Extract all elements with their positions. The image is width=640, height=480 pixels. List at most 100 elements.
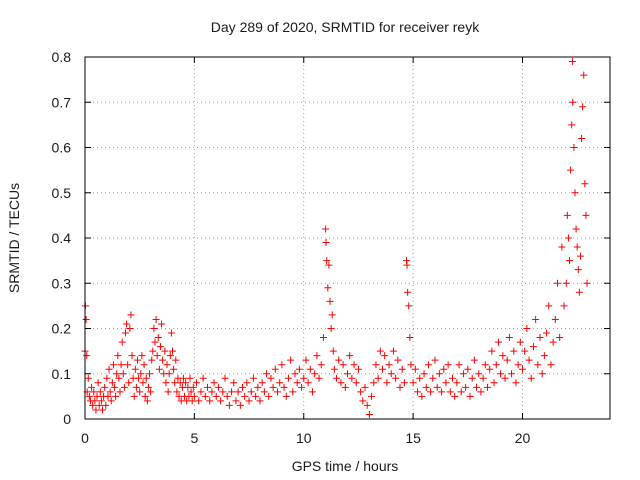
data-point [97, 397, 105, 405]
data-point [289, 388, 297, 396]
data-point [267, 374, 275, 382]
data-point [304, 379, 312, 387]
data-point [137, 370, 145, 378]
data-point [210, 379, 218, 387]
data-point [449, 374, 456, 382]
data-point [103, 374, 111, 382]
data-point [473, 383, 481, 391]
data-point [503, 356, 511, 364]
data-point [172, 356, 180, 364]
data-point [383, 379, 391, 387]
data-point [563, 211, 571, 219]
data-point [111, 383, 119, 391]
data-point [514, 361, 522, 369]
data-point [484, 383, 491, 391]
data-point [193, 379, 201, 387]
data-point [346, 352, 354, 360]
data-point [217, 397, 225, 405]
data-point [519, 365, 526, 373]
data-point [112, 392, 120, 400]
data-point [549, 338, 557, 346]
data-point [411, 365, 419, 373]
data-point [440, 365, 448, 373]
data-point [330, 365, 338, 373]
y-axis-label: SRMTID / TECUs [6, 183, 22, 293]
data-point [564, 234, 572, 242]
data-point [322, 225, 330, 233]
data-point [475, 370, 483, 378]
data-point [206, 397, 214, 405]
data-point [165, 370, 173, 378]
data-point [152, 315, 160, 323]
data-point [326, 297, 334, 305]
data-point [94, 379, 102, 387]
data-point [328, 311, 336, 319]
data-point [88, 383, 96, 391]
data-point [146, 370, 154, 378]
data-point [93, 392, 101, 400]
data-point [147, 388, 155, 396]
data-point [109, 361, 117, 369]
data-point [438, 388, 446, 396]
data-point [173, 388, 181, 396]
data-point [510, 347, 518, 355]
data-point [534, 361, 542, 369]
data-point [464, 365, 472, 373]
data-point [403, 261, 411, 269]
data-point [497, 370, 505, 378]
data-point [287, 356, 295, 364]
grid [85, 57, 610, 419]
data-point [123, 320, 131, 328]
y-tick-label: 0 [63, 411, 71, 427]
data-point [269, 383, 277, 391]
data-point [125, 379, 133, 387]
data-point [431, 356, 439, 364]
data-point [293, 379, 301, 387]
data-point [429, 374, 437, 382]
data-point [470, 356, 478, 364]
data-point [341, 383, 349, 391]
data-point [512, 379, 520, 387]
y-tick-label: 0.4 [52, 230, 72, 246]
data-point [212, 392, 220, 400]
data-point [91, 397, 99, 405]
data-point [201, 392, 209, 400]
data-point [96, 388, 104, 396]
data-point [582, 211, 590, 219]
data-point [572, 225, 580, 233]
x-tick-label: 0 [81, 430, 89, 446]
data-point [453, 379, 461, 387]
x-tick-label: 10 [296, 430, 312, 446]
x-tick-label: 20 [515, 430, 531, 446]
data-point [376, 347, 384, 355]
data-point [457, 388, 465, 396]
data-point [195, 397, 203, 405]
data-point [189, 383, 197, 391]
data-point [505, 334, 513, 342]
data-point [538, 370, 546, 378]
data-point [108, 379, 116, 387]
data-point [124, 361, 132, 369]
data-point [335, 356, 343, 364]
data-point [260, 388, 268, 396]
data-point [241, 392, 249, 400]
data-point [325, 261, 333, 269]
data-point [433, 383, 441, 391]
data-point [556, 334, 564, 342]
data-point [317, 361, 325, 369]
data-point [82, 315, 90, 323]
data-point [568, 121, 576, 129]
data-point [576, 252, 584, 260]
data-point [247, 388, 255, 396]
data-point [372, 361, 380, 369]
data-point [494, 338, 502, 346]
data-point [153, 352, 161, 360]
data-point [225, 401, 233, 409]
y-tick-label: 0.6 [52, 140, 72, 156]
data-point [581, 180, 589, 188]
data-point [197, 388, 205, 396]
data-point [568, 58, 576, 66]
data-point [245, 397, 253, 405]
data-point [131, 365, 139, 373]
data-point [295, 365, 303, 373]
